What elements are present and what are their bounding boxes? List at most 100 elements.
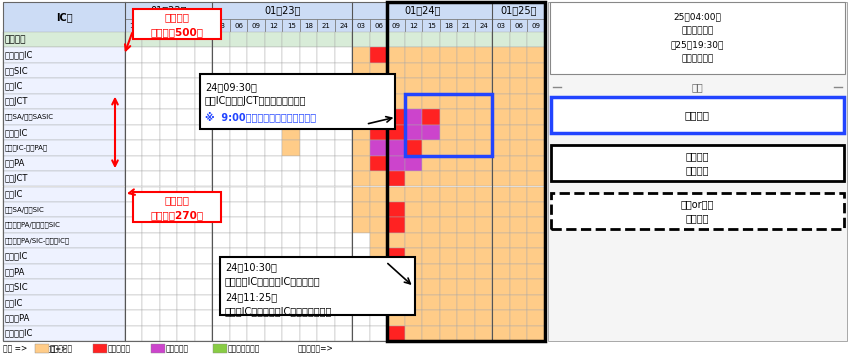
Bar xyxy=(160,171,178,186)
Bar xyxy=(143,94,160,109)
Bar xyxy=(510,109,528,125)
Bar xyxy=(195,326,212,341)
Text: 大垣IC～米原JCT（下り）通行止め: 大垣IC～米原JCT（下り）通行止め xyxy=(205,96,307,106)
Bar xyxy=(422,171,440,186)
Bar xyxy=(318,140,335,156)
Text: 06: 06 xyxy=(235,22,243,29)
Text: 湖東三山PA/SIC-八日市IC間: 湖東三山PA/SIC-八日市IC間 xyxy=(5,237,70,244)
Bar xyxy=(457,140,475,156)
Bar xyxy=(212,140,230,156)
Bar xyxy=(247,279,265,295)
Bar xyxy=(265,171,282,186)
Text: 21: 21 xyxy=(182,22,190,29)
Text: 09: 09 xyxy=(532,22,541,29)
Bar xyxy=(510,295,528,310)
Text: 八日市IC～栗東湖南IC　通行止め延長: 八日市IC～栗東湖南IC 通行止め延長 xyxy=(225,307,332,317)
Bar xyxy=(195,47,212,63)
Text: 竜王IC: 竜王IC xyxy=(5,298,23,307)
Bar xyxy=(457,233,475,248)
Bar xyxy=(230,186,247,202)
Bar xyxy=(422,310,440,326)
Text: 名神高速: 名神高速 xyxy=(5,35,26,44)
Bar xyxy=(440,47,457,63)
Bar xyxy=(405,109,422,125)
Bar xyxy=(422,279,440,295)
Bar xyxy=(405,19,422,32)
Text: 21: 21 xyxy=(462,22,471,29)
Bar xyxy=(265,279,282,295)
Bar xyxy=(335,202,353,217)
Bar xyxy=(405,264,422,279)
Bar xyxy=(143,63,160,78)
Bar xyxy=(125,248,143,264)
Text: 21: 21 xyxy=(322,22,331,29)
Text: 凡例 =>: 凡例 => xyxy=(3,345,27,353)
Bar xyxy=(457,326,475,341)
Bar xyxy=(528,125,545,140)
Bar xyxy=(247,32,265,47)
Text: 24: 24 xyxy=(479,22,488,29)
Bar xyxy=(353,125,370,140)
Bar xyxy=(125,109,143,125)
Bar xyxy=(370,248,388,264)
Bar xyxy=(353,78,370,94)
Bar xyxy=(300,233,318,248)
Bar xyxy=(318,326,335,341)
Bar xyxy=(265,78,282,94)
Text: 12: 12 xyxy=(129,22,139,29)
Bar xyxy=(422,202,440,217)
Bar xyxy=(195,156,212,171)
Bar xyxy=(282,47,300,63)
Bar xyxy=(143,248,160,264)
Bar xyxy=(3,233,125,248)
Bar xyxy=(300,125,318,140)
Bar xyxy=(247,202,265,217)
Bar xyxy=(3,2,545,341)
Bar xyxy=(230,109,247,125)
Text: IC名: IC名 xyxy=(56,12,72,22)
Bar xyxy=(282,202,300,217)
Bar xyxy=(388,217,405,233)
Bar xyxy=(388,2,545,341)
Bar xyxy=(160,32,178,47)
Bar xyxy=(230,295,247,310)
Bar xyxy=(388,279,405,295)
Bar xyxy=(422,248,440,264)
Bar xyxy=(195,78,212,94)
Bar xyxy=(388,140,405,156)
Text: ：観測警戒: ：観測警戒 xyxy=(166,345,189,353)
Bar xyxy=(178,47,195,63)
Text: 車両滞留
上り：約270台: 車両滞留 上り：約270台 xyxy=(150,195,203,220)
Bar xyxy=(178,186,195,202)
Bar xyxy=(195,233,212,248)
Bar xyxy=(475,125,492,140)
Bar xyxy=(318,217,335,233)
Bar xyxy=(370,186,388,202)
Bar xyxy=(422,140,440,156)
Bar xyxy=(178,78,195,94)
Bar xyxy=(440,279,457,295)
Bar xyxy=(475,47,492,63)
Bar xyxy=(247,217,265,233)
Bar xyxy=(125,94,143,109)
Bar xyxy=(422,125,440,140)
Bar xyxy=(230,78,247,94)
Bar xyxy=(510,63,528,78)
Bar xyxy=(528,32,545,47)
Bar xyxy=(195,310,212,326)
Bar xyxy=(405,156,422,171)
Bar xyxy=(510,202,528,217)
Bar xyxy=(528,140,545,156)
Bar xyxy=(370,310,388,326)
Bar xyxy=(440,233,457,248)
Bar xyxy=(195,140,212,156)
Bar xyxy=(230,63,247,78)
Bar xyxy=(510,156,528,171)
Bar xyxy=(282,171,300,186)
Bar xyxy=(300,19,318,32)
Bar xyxy=(457,279,475,295)
Bar xyxy=(422,109,440,125)
Bar xyxy=(318,47,335,63)
Bar xyxy=(551,97,844,133)
Text: 車両滞留
下り：約500台: 車両滞留 下り：約500台 xyxy=(150,12,203,37)
